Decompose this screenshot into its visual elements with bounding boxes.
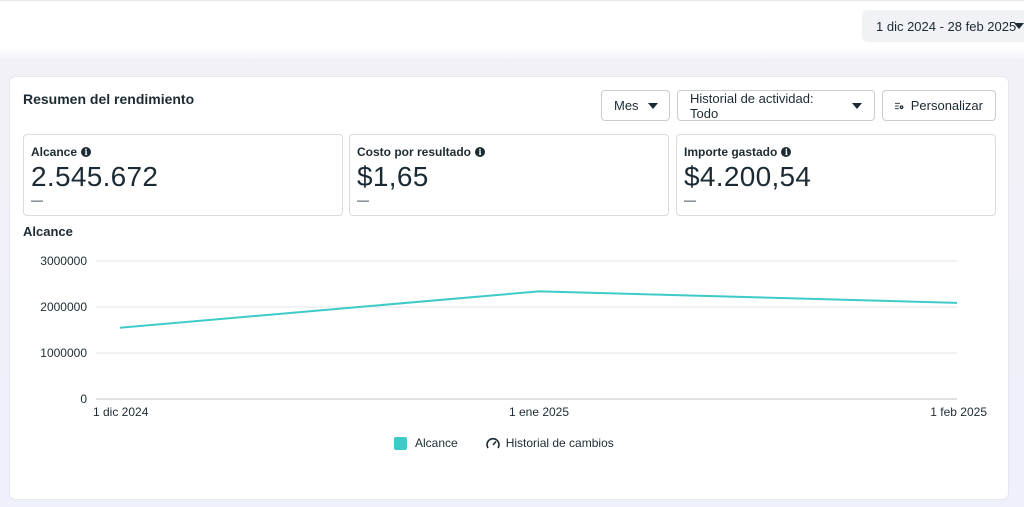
legend-label: Alcance [415,436,458,450]
y-tick-label: 0 [80,392,87,406]
legend-label: Historial de cambios [505,436,614,450]
performance-summary-card: Resumen del rendimiento Mes Historial de… [10,77,1008,499]
x-tick-label: 1 feb 2025 [930,405,987,419]
legend-item-reach[interactable]: Alcance [394,436,458,450]
series-line-reach [119,290,958,329]
reach-line-chart: 0 1000000 2000000 3000000 1 dic 2024 1 ene 20… [40,254,987,419]
metric-card-reach[interactable]: Alcance i 2.545.672 — [23,134,343,216]
x-tick-label: 1 dic 2024 [93,405,149,419]
metric-label: Alcance i [31,145,92,159]
caret-down-icon [1014,23,1024,29]
metric-label-text: Alcance [31,145,78,159]
caret-down-icon [852,102,862,109]
metric-value: $1,65 [357,161,429,192]
metric-label: Importe gastado i [684,145,792,159]
y-tick-label: 2000000 [40,300,87,314]
activity-history-dropdown[interactable]: Historial de actividad: Todo [677,90,875,121]
caret-down-icon [647,102,658,109]
metric-label-text: Costo por resultado [357,145,472,159]
y-tick-label: 3000000 [40,254,87,268]
top-bar: 1 dic 2024 - 28 feb 2025 [0,0,1024,48]
legend-swatch [394,436,407,450]
period-label: Mes [614,98,639,113]
customize-button[interactable]: Personalizar [882,90,996,121]
x-tick-label: 1 ene 2025 [509,405,569,419]
chart-legend: Alcance Historial de cambios [394,434,642,452]
date-range-label: 1 dic 2024 - 28 feb 2025 [876,18,1017,34]
metric-value: 2.545.672 [31,161,159,192]
metric-delta: — [31,193,43,207]
customize-settings-icon [895,102,904,109]
legend-item-change-history[interactable]: Historial de cambios [485,436,614,450]
metric-delta: — [684,193,696,207]
period-dropdown[interactable]: Mes [601,90,670,121]
metric-value: $4.200,54 [684,161,812,192]
info-icon[interactable]: i [781,147,792,157]
info-icon[interactable]: i [81,147,92,157]
info-icon[interactable]: i [475,147,486,157]
metric-card-cost-per-result[interactable]: Costo por resultado i $1,65 — [349,134,669,216]
card-title: Resumen del rendimiento [23,91,195,107]
activity-history-label: Historial de actividad: Todo [690,90,814,121]
metric-card-amount-spent[interactable]: Importe gastado i $4.200,54 — [676,134,996,216]
date-range-selector[interactable]: 1 dic 2024 - 28 feb 2025 [862,10,1024,42]
chart-title: Alcance [23,224,73,239]
metric-label: Costo por resultado i [357,145,486,159]
metric-delta: — [357,193,369,207]
customize-label: Personalizar [910,98,983,113]
metric-label-text: Importe gastado [684,145,778,159]
gauge-icon [485,437,500,448]
y-tick-label: 1000000 [40,346,87,360]
